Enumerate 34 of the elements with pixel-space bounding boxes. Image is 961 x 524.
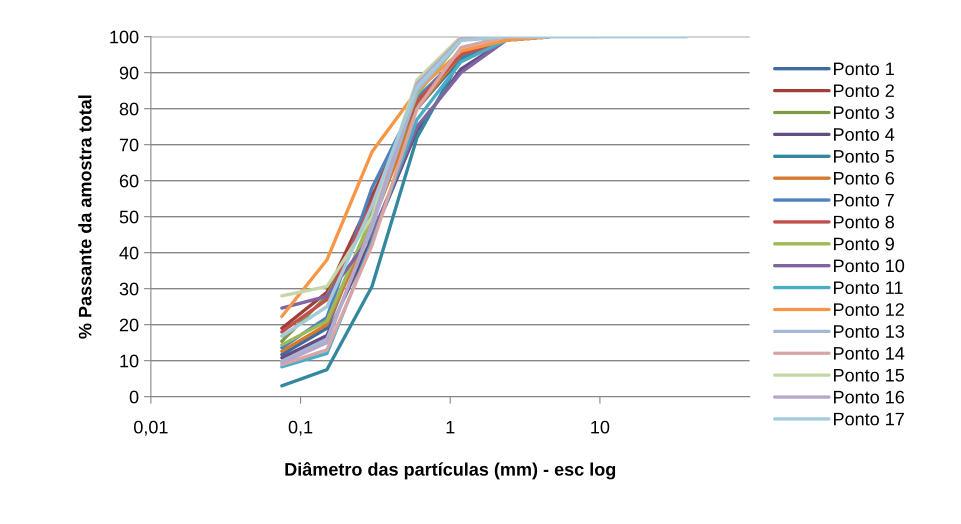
legend-label: Ponto 5	[834, 150, 894, 163]
legend-label: Ponto 14	[834, 347, 904, 360]
x-tick-label: 1	[446, 420, 454, 434]
legend-label: Ponto 7	[834, 194, 894, 207]
legend-label: Ponto 2	[834, 84, 894, 98]
x-axis-title: Diâmetro das partículas (mm) - esc log	[285, 462, 616, 480]
legend-label: Ponto 4	[834, 128, 894, 141]
y-tick-label: 50	[120, 210, 138, 224]
legend-label: Ponto 17	[834, 412, 904, 426]
legend-label: Ponto 15	[834, 369, 904, 382]
legend-label: Ponto 16	[834, 390, 904, 404]
legend-label: Ponto 12	[834, 303, 904, 316]
legend-label: Ponto 11	[834, 281, 903, 294]
y-tick-label: 10	[120, 354, 138, 368]
x-tick-label: 0,01	[134, 420, 168, 436]
x-tick-label: 10	[591, 420, 610, 434]
y-tick-label: 20	[120, 318, 138, 332]
y-tick-label: 30	[120, 282, 138, 296]
legend-label: Ponto 1	[834, 62, 894, 76]
y-tick-label: 60	[120, 174, 138, 188]
y-tick-label: 0	[130, 390, 138, 404]
legend-label: Ponto 8	[834, 216, 894, 228]
y-tick-label: 40	[119, 246, 138, 260]
y-tick-label: 90	[120, 66, 138, 80]
legend-label: Ponto 6	[834, 172, 894, 185]
legend-label: Ponto 9	[834, 238, 894, 250]
legend-label: Ponto 3	[834, 106, 894, 119]
y-tick-label: 100	[110, 30, 138, 44]
y-axis-title: % Passante da amostra total	[78, 96, 92, 339]
y-tick-label: 80	[120, 102, 138, 116]
legend-label: Ponto 10	[834, 259, 904, 272]
x-tick-label: 0,1	[288, 420, 312, 436]
legend-label: Ponto 13	[834, 325, 904, 338]
y-tick-label: 70	[120, 138, 138, 152]
